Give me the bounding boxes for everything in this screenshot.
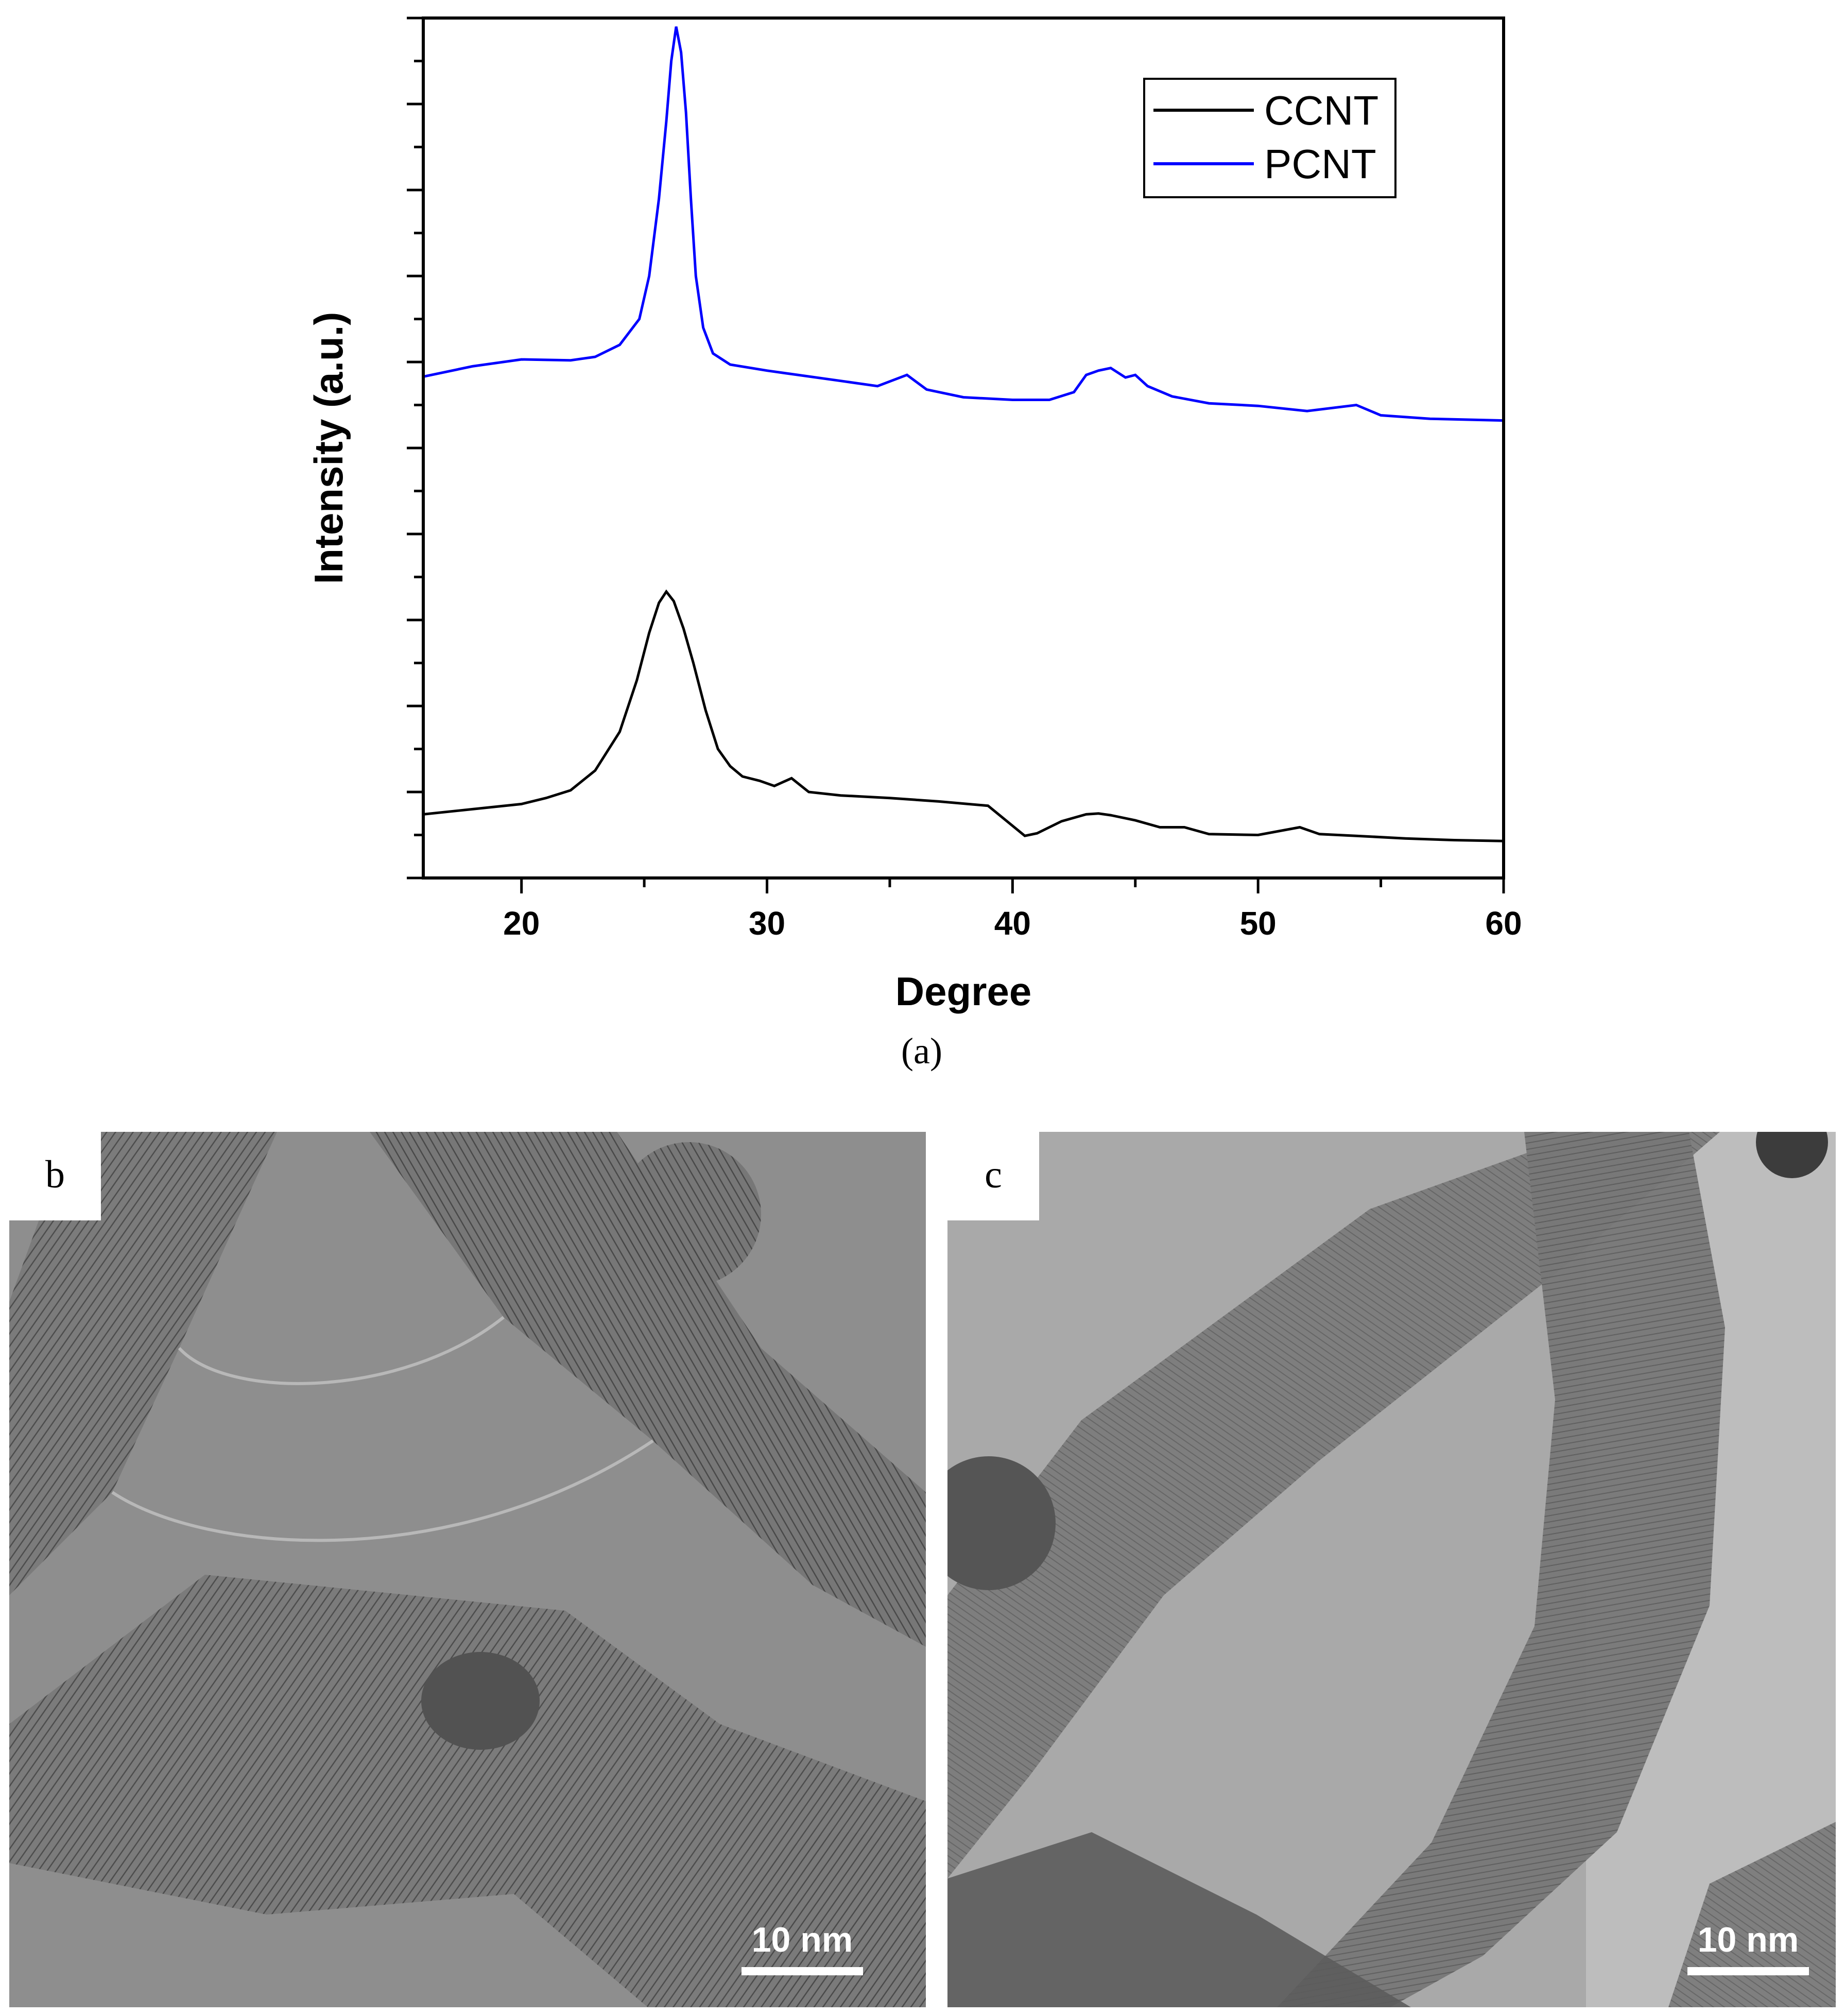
x-tick-labels: 20 30 40 50 60 — [503, 905, 1522, 942]
x-tick-label-60: 60 — [1485, 905, 1522, 942]
legend-label-pcnt: PCNT — [1264, 141, 1376, 187]
x-axis-title: Degree — [895, 969, 1031, 1014]
legend-box — [1143, 78, 1396, 198]
series-line-pcnt — [423, 26, 1504, 422]
tem-texture-c — [947, 1132, 1836, 2007]
xrd-chart: 20 30 40 50 60 Degree Intensity (a.u.) CCNT … — [306, 16, 1522, 1014]
panel-letter-box-b: b — [9, 1132, 101, 1220]
series-line-ccnt — [423, 589, 1504, 842]
scale-bar-label-b: 10 nm — [751, 1920, 853, 1959]
figure-caption-a: (a) — [901, 1030, 942, 1072]
panel-letter-c: c — [985, 1153, 1002, 1196]
scale-bar-c — [1687, 1967, 1809, 1975]
x-tick-label-30: 30 — [749, 905, 785, 942]
y-axis-title: Intensity (a.u.) — [306, 312, 351, 584]
x-tick-label-20: 20 — [503, 905, 540, 942]
panel-letter-b: b — [45, 1153, 65, 1196]
tem-image-b: b 10 nm — [9, 1132, 926, 2007]
x-tick-label-40: 40 — [994, 905, 1031, 942]
legend-label-ccnt: CCNT — [1264, 88, 1378, 133]
panel-letter-box-c: c — [947, 1132, 1039, 1220]
scale-bar-b — [742, 1967, 863, 1975]
x-tick-label-50: 50 — [1240, 905, 1277, 942]
legend: CCNT PCNT — [1143, 78, 1396, 198]
tem-image-c: c 10 nm — [947, 1132, 1836, 2007]
plot-area-frame — [422, 16, 1505, 880]
scale-bar-label-c: 10 nm — [1697, 1920, 1799, 1959]
series-layer — [423, 26, 1504, 842]
tem-texture-b — [9, 1132, 926, 2007]
